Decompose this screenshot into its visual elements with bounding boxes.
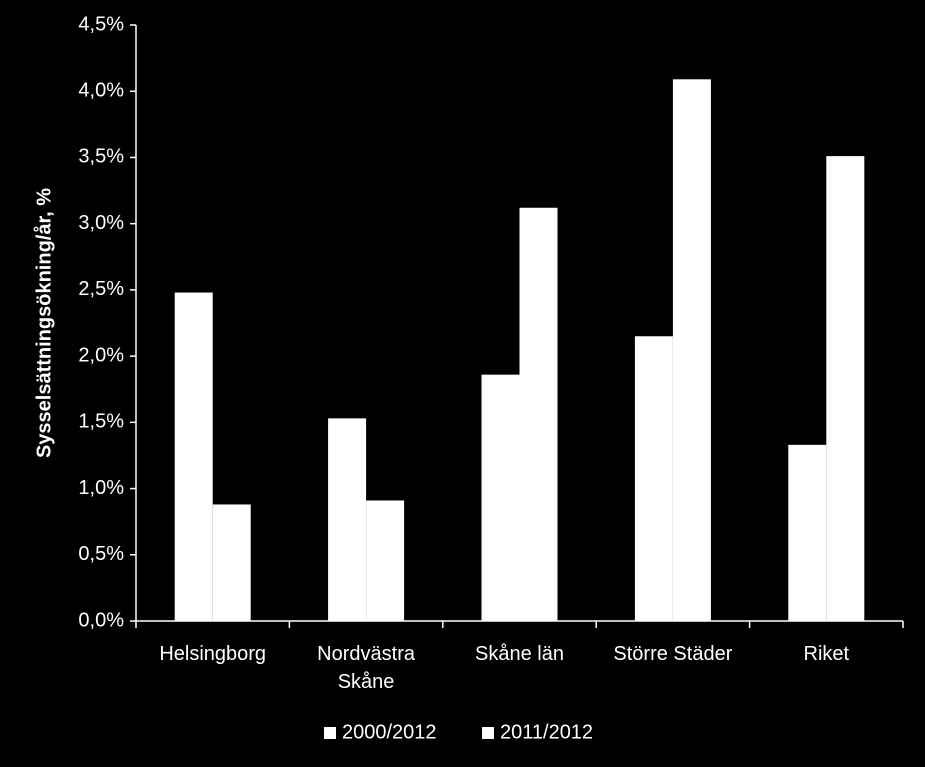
- y-tick-label: 3,5%: [78, 146, 124, 168]
- y-tick-label: 4,0%: [78, 80, 124, 102]
- legend-label: 2000/2012: [342, 721, 437, 743]
- y-tick-label: 2,0%: [78, 344, 124, 366]
- x-tick-label: Nordvästra Skåne: [317, 643, 415, 693]
- bar: [672, 79, 711, 621]
- y-tick-label: 3,0%: [78, 212, 124, 234]
- x-tick-label: Skåne län: [475, 643, 564, 665]
- y-tick-label: 4,5%: [78, 13, 124, 35]
- bar: [481, 374, 520, 621]
- bar: [634, 336, 673, 621]
- x-tick-label: Riket: [803, 643, 850, 665]
- y-tick-label: 1,0%: [78, 477, 124, 499]
- legend-swatch: [482, 727, 494, 739]
- x-tick-label: Helsingborg: [159, 643, 267, 665]
- legend-label: 2011/2012: [500, 721, 593, 743]
- bar: [366, 500, 405, 621]
- bar: [519, 207, 558, 622]
- y-tick-label: 2,5%: [78, 278, 124, 300]
- y-tick-label: 0,5%: [78, 543, 124, 565]
- x-tick-label: Större Städer: [613, 643, 733, 665]
- bar: [826, 156, 865, 621]
- bar: [328, 418, 367, 621]
- legend-swatch: [324, 727, 336, 739]
- y-tick-label: 1,5%: [78, 411, 124, 433]
- y-axis-label: Sysselsättningsökning/år, %: [32, 188, 55, 458]
- bar: [174, 292, 213, 621]
- y-tick-label: 0,0%: [78, 609, 124, 631]
- bar: [788, 444, 827, 621]
- bar: [212, 504, 251, 621]
